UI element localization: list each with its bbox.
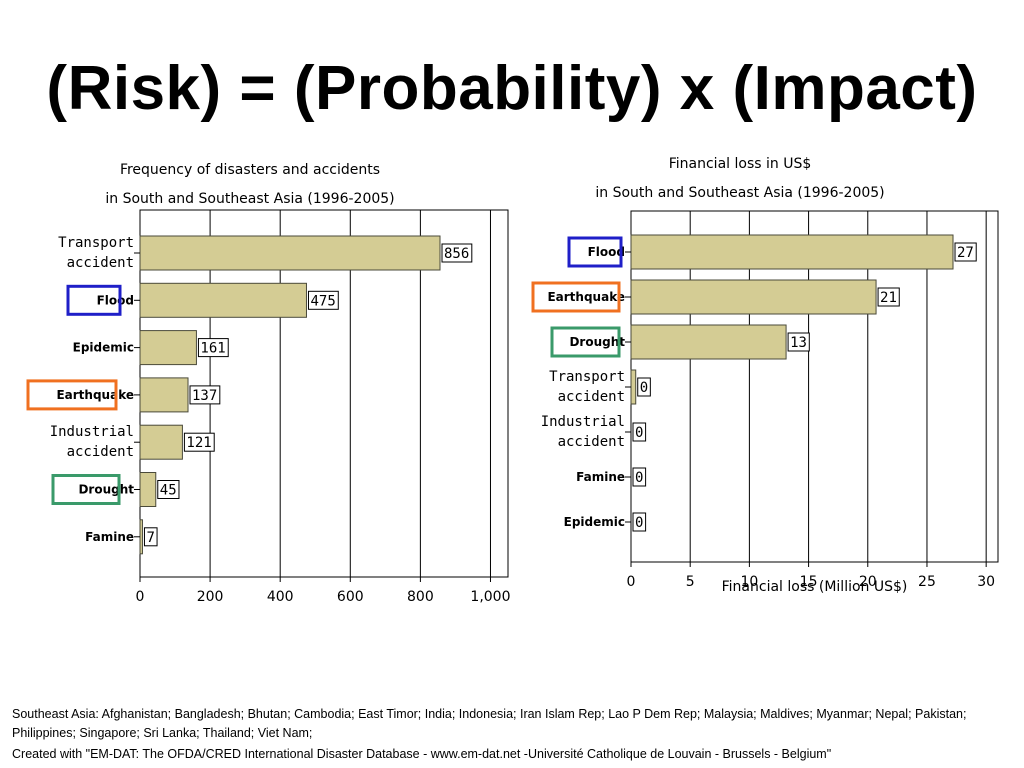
chart2-value-label-flood: 27 [957,245,974,261]
footnote-countries: Southeast Asia: Afghanistan; Bangladesh;… [12,707,967,740]
chart2-title: Financial loss in US$ in South and South… [560,150,920,208]
slide-title: (Risk) = (Probability) x (Impact) [46,54,978,123]
chart2-value-box [632,422,647,442]
chart1-bar-flood [139,282,307,318]
chart1-category-label-transport-accident: Transport accident [58,235,134,271]
chart2-tick-label: 15 [800,574,818,590]
chart2-category-label-drought: Drought [569,335,625,349]
chart2-value-box [954,242,977,262]
chart1-tick-label: 0 [136,589,145,605]
chart1-title-line1: Frequency of disasters and accidents [119,162,381,178]
chart1-value-label-flood: 475 [310,293,335,309]
chart2-value-label-earthquake: 21 [880,290,897,306]
chart2-value-box [632,512,647,532]
chart2-highlight-drought [550,326,621,358]
chart1-category-label-epidemic: Epidemic [73,341,134,355]
chart1-tick-label: 600 [337,589,364,605]
chart1-title-line2: in South and Southeast Asia (1996-2005) [105,191,395,207]
chart2-tick-label: 0 [627,574,636,590]
chart1-bar-earthquake [139,377,189,413]
chart1-value-box [441,243,473,263]
chart2-value-label-drought: 13 [790,335,807,351]
chart1-value-label-famine: 7 [146,530,154,546]
chart2-category-label-industrial-accident: Industrial accident [541,414,625,450]
chart1-title: Frequency of disasters and accidents in … [70,156,430,214]
chart2-highlight-flood [567,236,623,268]
chart1-value-box [183,432,215,452]
chart1-value-label-drought: 45 [160,483,177,499]
chart1-category-label-flood: Flood [97,293,134,307]
chart1-value-box [197,338,229,358]
chart1-highlight-flood [66,284,122,316]
chart2-category-label-epidemic: Epidemic [564,515,625,529]
chart2-value-box [877,287,900,307]
chart2-bar-flood [630,234,954,270]
chart2-bar-earthquake [630,279,877,315]
chart2-value-label-transport-accident: 0 [640,380,648,396]
chart1-bar-transport-accident [139,235,441,271]
chart1-value-box [189,385,221,405]
chart1-value-label-transport-accident: 856 [444,246,469,262]
chart2-value-label-industrial-accident: 0 [635,425,643,441]
chart2-category-label-famine: Famine [576,470,625,484]
chart1-value-box [143,527,158,547]
chart2-value-box [787,332,810,352]
chart1-highlight-earthquake [26,379,118,411]
chart1-value-box [157,480,180,499]
chart2-value-label-famine: 0 [635,470,643,486]
chart2-value-box [637,377,651,397]
chart1-category-label-industrial-accident: Industrial accident [50,424,134,460]
chart1-value-label-earthquake: 137 [192,388,217,404]
chart2-title-line2: in South and Southeast Asia (1996-2005) [595,185,885,201]
chart2-bar-drought [630,324,787,360]
chart2-category-label-transport-accident: Transport accident [549,369,625,405]
chart1-tick-label: 800 [407,589,434,605]
chart2-title-line1: Financial loss in US$ [668,156,812,172]
chart1-tick-label: 400 [267,589,294,605]
chart2-highlight-earthquake [531,281,621,313]
chart1-value-box [307,290,339,310]
chart2-bar-transport-accident [630,369,637,405]
chart1-category-label-famine: Famine [85,530,134,544]
chart1-tick-label: 1,000 [470,589,510,605]
chart2-value-box [632,467,647,487]
chart2-tick-label: 25 [918,574,936,590]
chart2-category-label-earthquake: Earthquake [547,290,625,304]
chart1-tick-label: 200 [197,589,224,605]
chart1-value-label-epidemic: 161 [200,341,225,357]
chart1-value-label-industrial-accident: 121 [186,435,211,451]
chart2-tick-label: 30 [977,574,995,590]
chart1-bar-industrial-accident [139,424,183,460]
chart2-category-label-flood: Flood [588,245,625,259]
footnote-source: Created with "EM-DAT: The OFDA/CRED Inte… [12,747,832,761]
chart2-tick-label: 10 [740,574,758,590]
chart1-highlight-drought [51,474,121,505]
chart2-value-label-epidemic: 0 [635,515,643,531]
chart2-tick-label: 20 [859,574,877,590]
chart2-x-axis-label: Financial loss (Million US$) [722,579,908,595]
chart2-tick-label: 5 [686,574,695,590]
